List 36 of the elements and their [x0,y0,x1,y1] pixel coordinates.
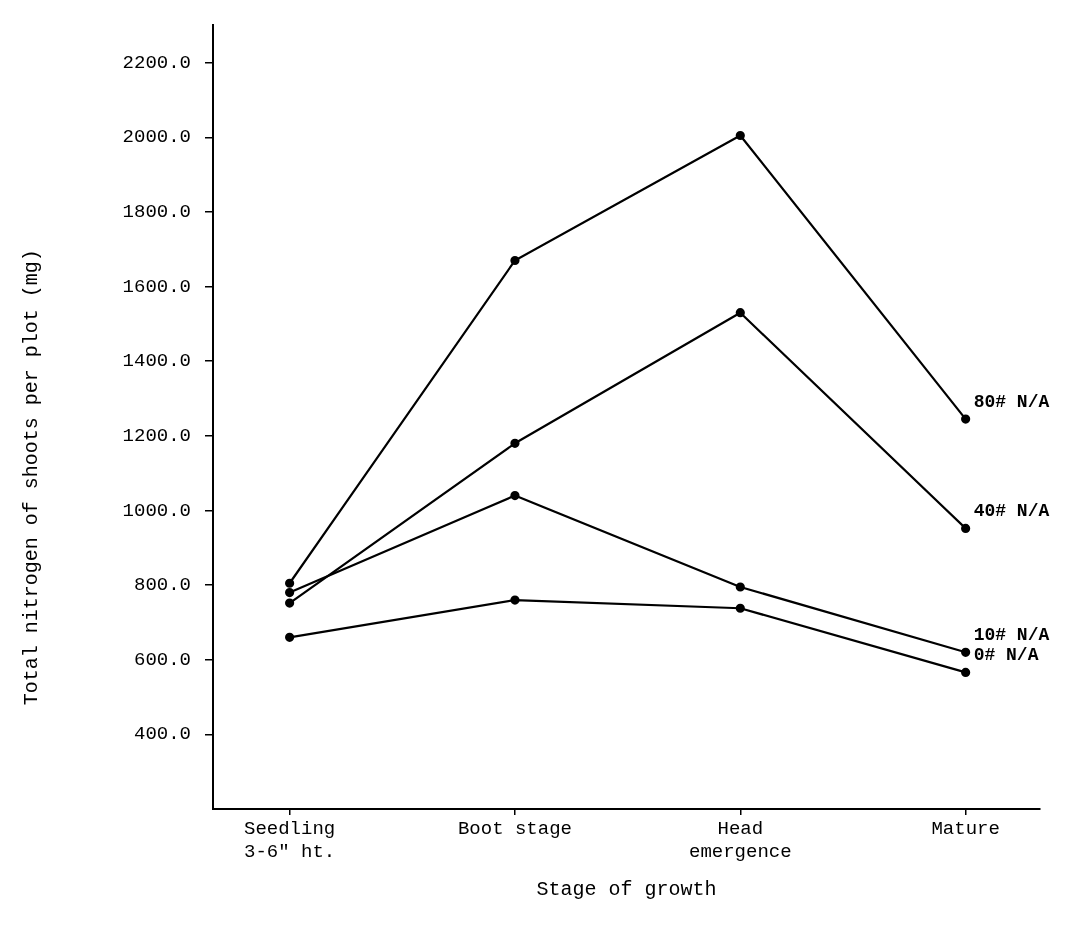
y-tick-label: 600.0 [133,648,191,671]
point [735,130,745,141]
point [961,647,971,657]
point [510,595,520,605]
series-label: 80# N/A [973,391,1050,412]
x-tick-label: Boot stage [457,818,572,841]
point [961,667,971,678]
point [285,578,295,588]
series-label: 0# N/A [973,644,1039,665]
point [735,308,745,318]
y-tick-label: 1400.0 [122,350,191,373]
y-tick-label: 2000.0 [122,126,191,149]
y-tick-label: 1000.0 [122,499,191,522]
point [510,490,520,501]
point [285,598,295,608]
x-tick-label: Mature [931,818,1000,841]
point [510,438,520,448]
series-label: 40# N/A [973,500,1050,521]
y-tick-label: 1800.0 [122,201,191,223]
series-label: 10# N/A [973,624,1050,645]
y-tick-label: 400.0 [133,723,191,746]
y-tick-label: 2200.0 [122,51,191,74]
x-tick-label: Seedling 3-6" ht. [244,818,336,864]
y-tick-label: 1600.0 [122,275,191,298]
point [735,603,745,613]
x-axis-title: Stage of growth [536,878,717,901]
y-tick-label: 1200.0 [122,424,191,447]
point [961,414,971,424]
point [961,523,971,533]
point [285,587,295,598]
point [735,582,745,592]
x-tick-label: Head emergence [688,818,792,864]
y-tick-label: 800.0 [133,574,191,597]
point [285,632,295,642]
point [510,255,520,266]
y-axis-title: Total nitrogen of shoots per plot (mg) [20,249,44,706]
